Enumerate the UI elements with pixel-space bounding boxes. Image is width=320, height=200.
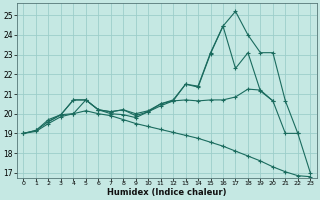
X-axis label: Humidex (Indice chaleur): Humidex (Indice chaleur) bbox=[107, 188, 227, 197]
